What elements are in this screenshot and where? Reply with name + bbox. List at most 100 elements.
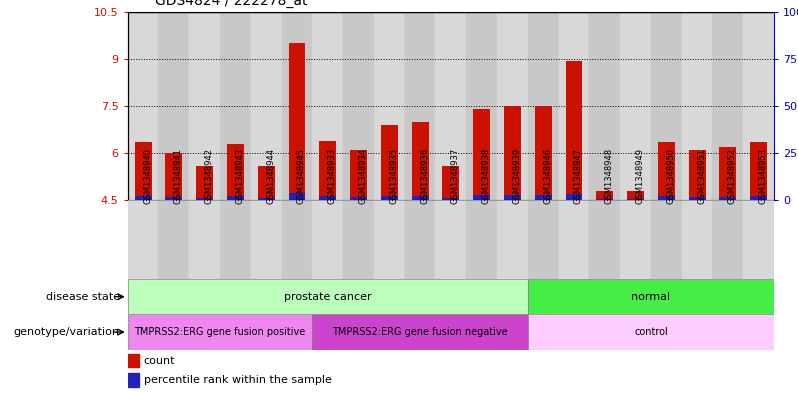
Bar bbox=[596, 198, 613, 200]
Text: GSM1348940: GSM1348940 bbox=[143, 149, 152, 204]
Bar bbox=[535, 106, 551, 200]
Bar bbox=[504, 106, 521, 200]
Bar bbox=[282, 200, 312, 279]
Text: GSM1348949: GSM1348949 bbox=[635, 149, 645, 204]
Text: prostate cancer: prostate cancer bbox=[284, 292, 372, 302]
Bar bbox=[527, 12, 559, 200]
Bar bbox=[627, 198, 644, 200]
Bar bbox=[312, 200, 343, 279]
Text: control: control bbox=[634, 327, 668, 337]
Bar bbox=[590, 200, 620, 279]
Text: TMPRSS2:ERG gene fusion positive: TMPRSS2:ERG gene fusion positive bbox=[134, 327, 306, 337]
Text: GSM1348936: GSM1348936 bbox=[420, 148, 429, 204]
Bar bbox=[350, 150, 367, 200]
Bar bbox=[743, 200, 774, 279]
Bar bbox=[128, 354, 140, 367]
Text: GSM1348943: GSM1348943 bbox=[235, 148, 244, 204]
Bar bbox=[412, 122, 429, 200]
Bar bbox=[189, 200, 220, 279]
Bar bbox=[627, 191, 644, 200]
Bar bbox=[658, 142, 675, 200]
Bar bbox=[251, 12, 282, 200]
Text: GSM1348938: GSM1348938 bbox=[482, 148, 491, 204]
Bar bbox=[497, 12, 527, 200]
Text: normal: normal bbox=[631, 292, 670, 302]
Bar bbox=[436, 12, 466, 200]
Bar bbox=[750, 142, 767, 200]
Bar bbox=[159, 12, 189, 200]
Bar bbox=[473, 195, 490, 200]
Bar bbox=[189, 12, 220, 200]
Bar bbox=[720, 196, 737, 200]
Bar bbox=[713, 200, 743, 279]
Bar bbox=[289, 193, 306, 200]
Bar bbox=[566, 194, 583, 200]
Text: GSM1348937: GSM1348937 bbox=[451, 148, 460, 204]
Bar bbox=[128, 200, 159, 279]
Bar bbox=[312, 12, 343, 200]
Bar bbox=[381, 125, 397, 200]
Bar bbox=[535, 195, 551, 200]
Bar bbox=[473, 109, 490, 200]
Text: GSM1348951: GSM1348951 bbox=[697, 149, 706, 204]
Bar bbox=[251, 200, 282, 279]
Bar bbox=[620, 12, 651, 200]
Bar bbox=[220, 200, 251, 279]
Bar bbox=[128, 279, 527, 314]
Text: count: count bbox=[144, 356, 176, 366]
Bar bbox=[350, 196, 367, 200]
Text: GSM1348933: GSM1348933 bbox=[328, 148, 337, 204]
Bar bbox=[559, 12, 590, 200]
Bar bbox=[128, 373, 140, 387]
Bar bbox=[412, 196, 429, 200]
Bar bbox=[343, 200, 374, 279]
Text: GSM1348935: GSM1348935 bbox=[389, 148, 398, 204]
Bar bbox=[374, 200, 405, 279]
Bar bbox=[743, 12, 774, 200]
Bar bbox=[319, 141, 336, 200]
Bar bbox=[343, 12, 374, 200]
Bar bbox=[559, 200, 590, 279]
Text: GSM1348953: GSM1348953 bbox=[759, 148, 768, 204]
Bar bbox=[220, 12, 251, 200]
Bar bbox=[527, 279, 774, 314]
Bar bbox=[405, 200, 436, 279]
Text: GSM1348941: GSM1348941 bbox=[174, 149, 183, 204]
Bar bbox=[689, 196, 705, 200]
Bar bbox=[258, 198, 275, 200]
Bar bbox=[681, 12, 713, 200]
Text: GSM1348942: GSM1348942 bbox=[204, 149, 214, 204]
Bar bbox=[135, 142, 152, 200]
Bar bbox=[258, 166, 275, 200]
Bar bbox=[405, 12, 436, 200]
Text: GSM1348934: GSM1348934 bbox=[358, 148, 368, 204]
Bar bbox=[620, 200, 651, 279]
Bar bbox=[312, 314, 527, 350]
Bar bbox=[651, 12, 681, 200]
Bar bbox=[720, 147, 737, 200]
Bar bbox=[504, 195, 521, 200]
Bar bbox=[442, 166, 460, 200]
Text: disease state: disease state bbox=[45, 292, 120, 302]
Bar bbox=[282, 12, 312, 200]
Bar bbox=[165, 153, 182, 200]
Bar bbox=[651, 200, 681, 279]
Bar bbox=[442, 198, 460, 200]
Text: genotype/variation: genotype/variation bbox=[14, 327, 120, 337]
Bar bbox=[527, 314, 774, 350]
Bar bbox=[436, 200, 466, 279]
Text: GDS4824 / 222278_at: GDS4824 / 222278_at bbox=[155, 0, 308, 8]
Bar bbox=[566, 61, 583, 200]
Bar bbox=[196, 198, 213, 200]
Bar bbox=[527, 200, 559, 279]
Text: GSM1348944: GSM1348944 bbox=[267, 149, 275, 204]
Text: GSM1348945: GSM1348945 bbox=[297, 149, 306, 204]
Text: TMPRSS2:ERG gene fusion negative: TMPRSS2:ERG gene fusion negative bbox=[332, 327, 508, 337]
Bar bbox=[227, 144, 244, 200]
Bar bbox=[374, 12, 405, 200]
Text: GSM1348948: GSM1348948 bbox=[605, 148, 614, 204]
Bar bbox=[681, 200, 713, 279]
Bar bbox=[658, 196, 675, 200]
Bar bbox=[750, 196, 767, 200]
Bar bbox=[128, 12, 159, 200]
